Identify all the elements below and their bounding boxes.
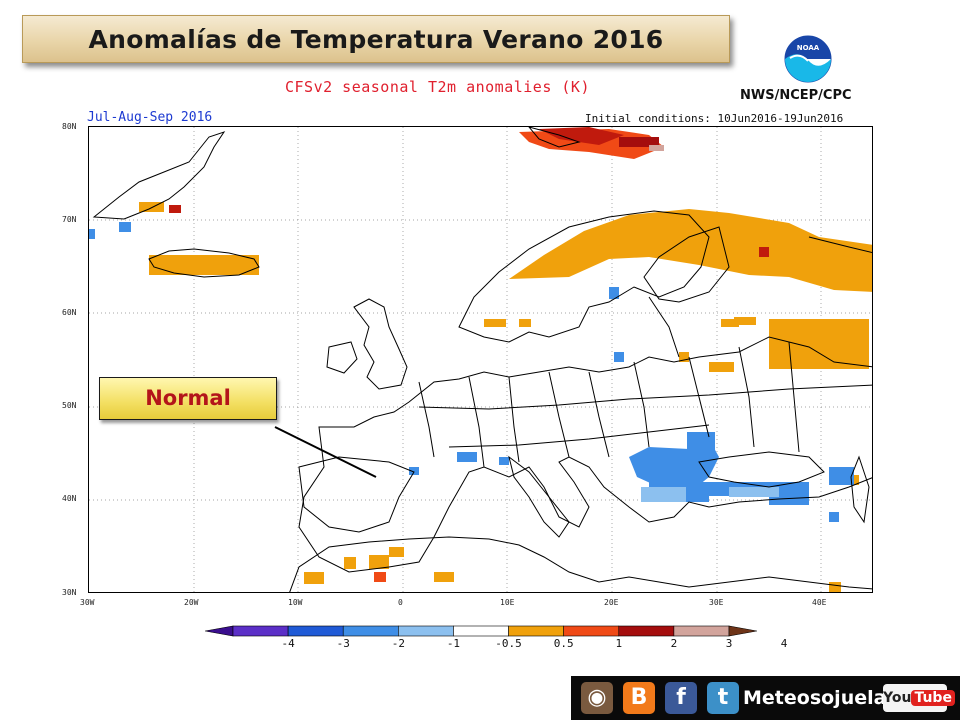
legend-label: -4 [281,637,295,650]
coastlines [92,127,872,592]
legend-swatch-0 [205,625,234,637]
map-canvas [89,127,872,592]
legend-colorbar [205,625,757,637]
svg-text:NOAA: NOAA [797,44,820,52]
lat-label-80n: 80N [62,122,77,131]
legend-label: 1 [615,637,623,650]
lat-label-70n: 70N [62,215,77,224]
legend-label: 2 [670,637,678,650]
legend-swatch-2 [287,625,344,637]
legend-swatch-5 [453,625,509,637]
lat-label-40n: 40N [62,494,77,503]
legend-swatch-8 [618,625,675,637]
legend-swatch-9 [673,625,730,637]
season-label: Jul-Aug-Sep 2016 [87,110,213,125]
lon-label-40e: 40E [812,598,827,607]
lat-label-30n: 30N [62,588,77,597]
map-gridlines [89,127,872,592]
lon-label-30w: 30W [80,598,95,607]
hot-anomaly-regions [169,127,769,582]
normal-callout: Normal [99,377,277,420]
chart-subtitle: CFSv2 seasonal T2m anomalies (K) [285,78,590,96]
legend-swatch-10 [728,625,757,637]
agency-label: NWS/NCEP/CPC [740,88,852,103]
callout-pointer [274,426,377,478]
normal-callout-label: Normal [145,386,231,410]
legend-label: 3 [725,637,733,650]
tumblr-icon[interactable]: t [707,682,739,714]
lon-label-0: 0 [398,598,403,607]
legend-label: -1 [446,637,461,650]
legend-swatch-3 [342,625,399,637]
legend-swatch-1 [232,625,289,637]
anomaly-map [88,126,873,593]
lon-label-20w: 20W [184,598,199,607]
legend-label: 0.5 [553,637,574,650]
instagram-icon[interactable]: ◉ [581,682,613,714]
blogger-icon[interactable]: B [623,682,655,714]
legend-swatch-7 [563,625,620,637]
legend-swatches [205,625,757,637]
legend-label: -0.5 [495,637,522,650]
lon-label-30e: 30E [709,598,724,607]
map-title: Anomalías de Temperatura Verano 2016 [88,25,664,54]
warm-anomaly-regions [139,202,872,592]
brand-name: Meteosojuela [743,687,887,709]
slight-cool-regions [641,487,779,502]
legend-swatch-4 [398,625,454,637]
lon-label-20e: 20E [604,598,619,607]
lon-label-10e: 10E [500,598,515,607]
initial-conditions: Initial conditions: 10Jun2016-19Jun2016 [585,112,844,125]
youtube-icon[interactable]: You Tube [883,684,955,712]
youtube-label-b: Tube [911,690,955,706]
legend-swatch-6 [508,625,564,637]
social-footer: ◉ B f t Meteosojuela You Tube [571,676,960,720]
youtube-label-a: You [883,690,912,706]
title-banner: Anomalías de Temperatura Verano 2016 [22,15,730,63]
legend-label: -3 [336,637,350,650]
legend-label: 4 [780,637,788,650]
lat-label-60n: 60N [62,308,77,317]
noaa-logo-icon: NOAA [784,35,832,83]
facebook-icon[interactable]: f [665,682,697,714]
lon-label-10w: 10W [288,598,303,607]
lat-label-50n: 50N [62,401,77,410]
legend-label: -2 [391,637,405,650]
